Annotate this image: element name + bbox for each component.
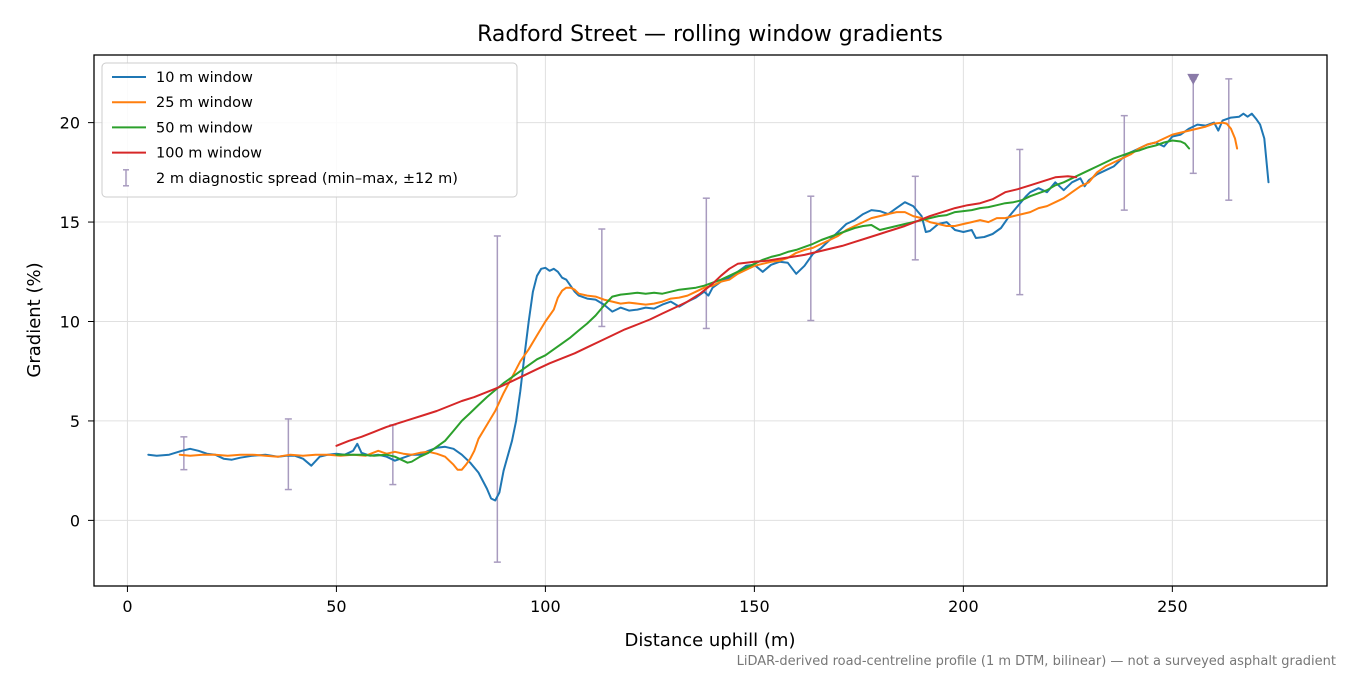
legend-label: 50 m window xyxy=(156,120,253,136)
x-tick-label: 200 xyxy=(948,597,979,616)
axis-ticks: 0 50 100 150 200 250 0 5 10 15 20 xyxy=(60,114,1188,616)
peak-marker xyxy=(1187,73,1200,85)
footnote: LiDAR-derived road-centreline profile (1… xyxy=(737,654,1336,669)
y-tick-label: 0 xyxy=(70,511,80,530)
series-line-25-m-window xyxy=(178,121,1239,471)
x-tick-label: 0 xyxy=(122,597,132,616)
series-lines xyxy=(147,112,1270,502)
series-line-50-m-window xyxy=(335,139,1191,464)
error-bar xyxy=(598,228,606,328)
y-tick-label: 20 xyxy=(60,114,80,133)
x-tick-label: 150 xyxy=(739,597,770,616)
error-bar xyxy=(1120,114,1128,211)
y-axis-label: Gradient (%) xyxy=(24,262,45,377)
legend-label: 10 m window xyxy=(156,70,253,86)
peak-marker-triangle xyxy=(1187,73,1200,85)
error-bar xyxy=(180,436,188,471)
chart-title: Radford Street — rolling window gradient… xyxy=(477,22,943,47)
error-bar xyxy=(1016,148,1024,296)
error-bar xyxy=(493,235,501,563)
error-bar xyxy=(702,197,710,330)
x-tick-label: 250 xyxy=(1157,597,1188,616)
x-axis-label: Distance uphill (m) xyxy=(625,630,796,651)
legend-label: 2 m diagnostic spread (min–max, ±12 m) xyxy=(156,171,458,187)
error-bar xyxy=(1225,78,1233,201)
error-bar xyxy=(911,175,919,261)
x-tick-label: 100 xyxy=(530,597,561,616)
y-tick-label: 15 xyxy=(60,213,80,232)
legend-label: 100 m window xyxy=(156,146,262,162)
legend-label: 25 m window xyxy=(156,95,253,111)
plot-frame xyxy=(93,54,1328,587)
x-tick-label: 50 xyxy=(326,597,346,616)
legend-box xyxy=(101,62,518,198)
legend: 10 m window 25 m window 50 m window 100 m w… xyxy=(101,62,518,198)
y-tick-label: 5 xyxy=(70,412,80,431)
series-line-100-m-window xyxy=(335,175,1078,447)
y-tick-label: 10 xyxy=(60,312,80,331)
